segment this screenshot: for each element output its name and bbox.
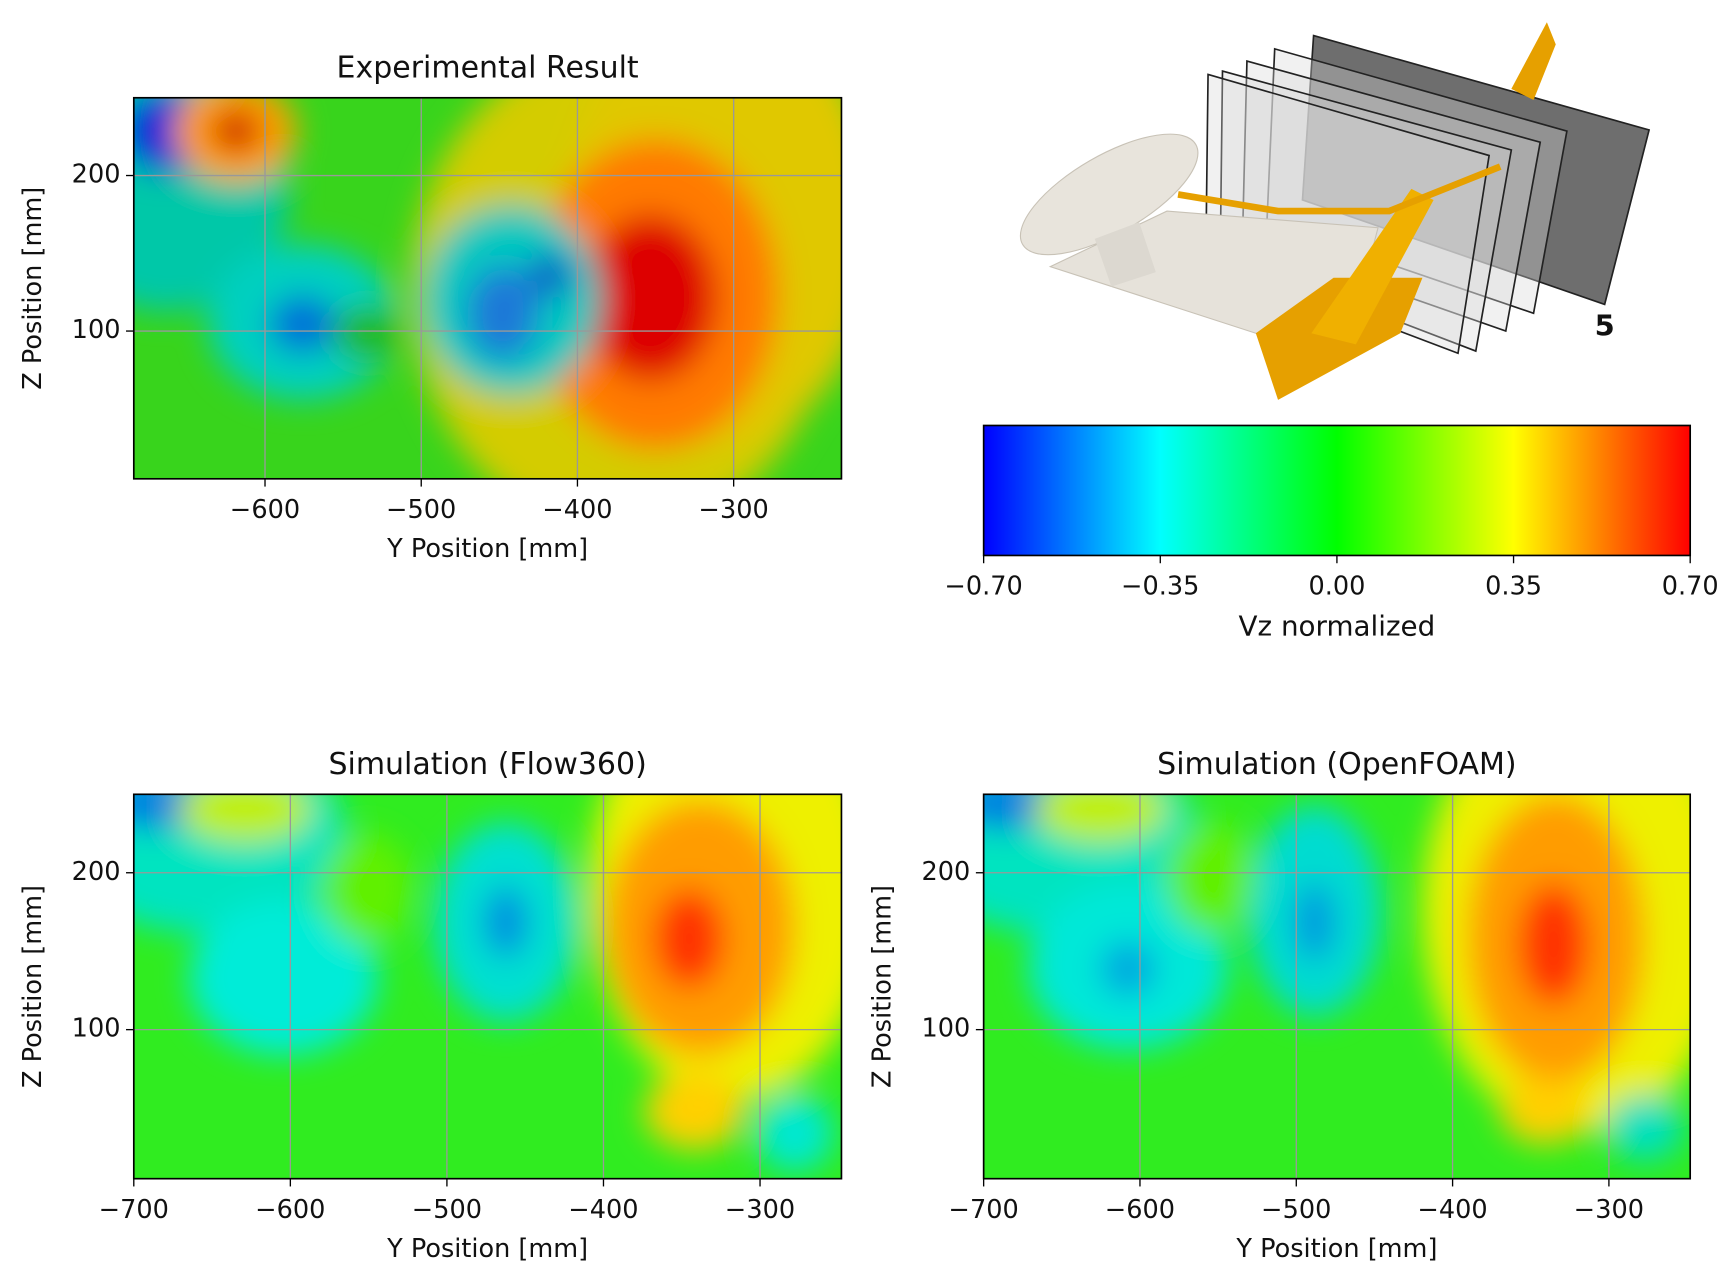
axes-frame [132,96,843,480]
y-tick-label: 200 [72,160,121,190]
x-tick-label: −0.35 [1121,572,1199,602]
x-tick-label: −500 [1261,1195,1331,1225]
y-axis-label: Z Position [mm] [18,885,48,1088]
y-tick-label: 200 [922,857,971,887]
chart-title: Simulation (Flow360) [328,747,646,782]
chart-title: Experimental Result [337,50,639,85]
colorbar [982,424,1692,557]
field-blob [269,295,336,354]
3d-render: 5 [1019,22,1651,400]
x-tick-label: −700 [99,1195,169,1225]
axes-frame [982,793,1692,1180]
field-blob [211,108,261,154]
y-tick-label: 100 [72,315,121,345]
x-tick-label: 0.70 [1662,572,1719,602]
contour-field [983,794,1691,1179]
colorbar-label: Vz normalized [1239,610,1436,643]
field-blob [1500,1077,1590,1145]
field-blob [1166,822,1256,934]
field-blob [1033,794,1167,843]
field-blob [189,899,379,1056]
x-axis-label: Y Position [mm] [386,1234,588,1264]
field-blobs [983,794,1691,1161]
y-axis-label: Z Position [mm] [868,885,898,1088]
x-tick-label: 0.00 [1308,572,1365,602]
field-blob [653,888,725,989]
field-blob [1294,883,1335,961]
x-tick-label: −400 [1418,1195,1488,1225]
field-blobs [133,97,842,479]
contour-field [133,794,842,1179]
y-axis-label: Z Position [mm] [18,187,48,390]
x-tick-label: 0.35 [1485,572,1542,602]
x-tick-label: −300 [725,1195,795,1225]
contour-field [133,97,842,479]
x-tick-label: −300 [699,495,769,525]
field-blob [755,1094,834,1173]
field-blob [1517,883,1590,1006]
x-axis-label: Y Position [mm] [1235,1234,1437,1264]
chart-title: Simulation (OpenFOAM) [1157,747,1516,782]
y-tick-label: 100 [922,1014,971,1044]
field-blob [1605,1094,1684,1161]
x-tick-label: −0.70 [944,572,1022,602]
field-blob [467,266,539,360]
x-tick-label: −600 [255,1195,325,1225]
x-tick-label: −500 [412,1195,482,1225]
field-blob [178,794,312,843]
x-tick-label: −600 [1105,1195,1175,1225]
x-axis-label: Y Position [mm] [386,534,588,564]
field-blob [528,253,573,298]
field-blobs [133,794,842,1173]
field-blob [333,305,401,362]
x-tick-label: −700 [949,1195,1019,1225]
x-tick-label: −500 [386,495,456,525]
x-tick-label: −400 [542,495,612,525]
render-label: 5 [1595,309,1615,343]
field-blob [644,1072,745,1150]
axes-frame [132,793,843,1180]
x-tick-label: −600 [230,495,300,525]
y-tick-label: 100 [72,1014,121,1044]
field-blob [322,833,412,945]
field-blob [1100,940,1156,997]
field-blob [483,886,529,958]
y-tick-label: 200 [72,857,121,887]
x-tick-label: −300 [1574,1195,1644,1225]
x-tick-label: −400 [568,1195,638,1225]
field-blob [583,214,718,382]
